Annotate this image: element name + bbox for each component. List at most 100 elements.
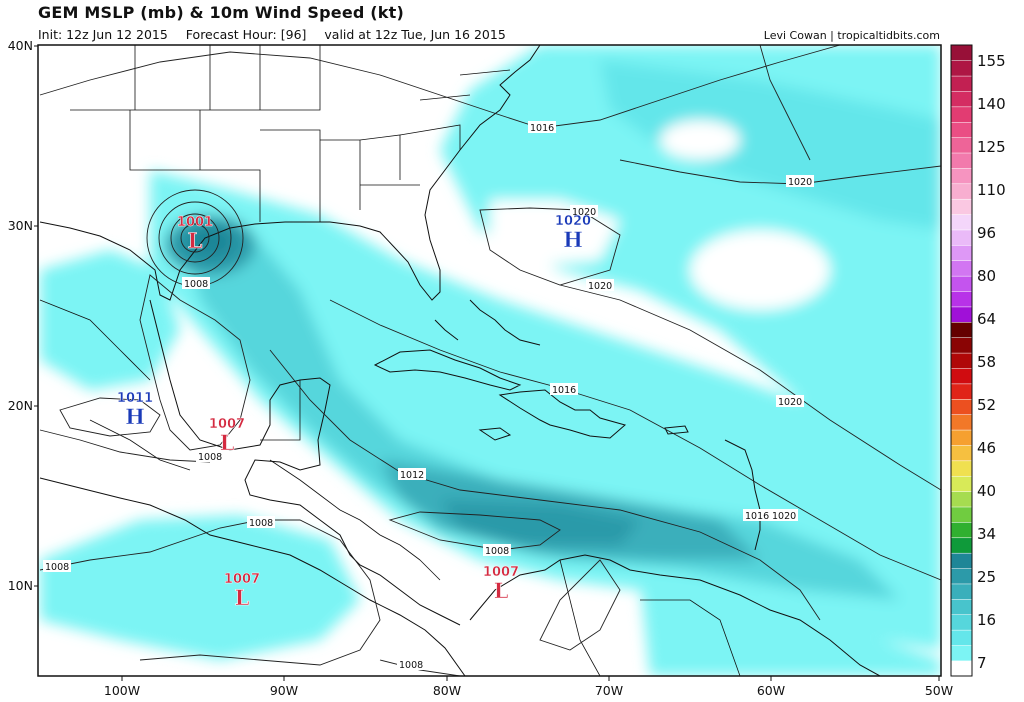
lon-label: 60W: [757, 683, 785, 698]
colorbar-label: 155: [977, 52, 1006, 70]
colorbar-segment: [950, 198, 973, 215]
wind-max-caribbean: [440, 500, 640, 545]
low-letter: L: [188, 228, 203, 253]
colorbar-segment: [950, 137, 973, 154]
isobar-label-bg: [397, 658, 425, 670]
isobar-label: 1016: [552, 385, 576, 396]
state-borders: [70, 45, 511, 222]
isobars: [39, 45, 941, 676]
colorbar-label: 40: [977, 482, 996, 500]
colorbar-segment: [950, 229, 973, 246]
colorbar-segment: [950, 414, 973, 431]
map-area: 1016 1020 1020 1020 1020 1016 1020 1012 …: [38, 45, 941, 676]
colorbar: 155 140 125 110 96 80 64 58 52 46 40 34 …: [950, 44, 1006, 677]
wind-swath-east-pacific: [640, 580, 941, 676]
colorbar-segment: [950, 352, 973, 369]
lon-label: 100W: [104, 683, 140, 698]
isobar-1020-east: [559, 284, 941, 491]
chart-subtitle: Init: 12z Jun 12 2015 Forecast Hour: [96…: [38, 27, 520, 42]
colorbar-segments: [950, 44, 973, 677]
colorbar-label: 96: [977, 224, 996, 242]
colorbar-segment: [950, 383, 973, 400]
low-pressure-center: 1001 L: [177, 215, 214, 254]
isobar-1008-south: [539, 559, 621, 651]
colorbar-segment: [950, 614, 973, 631]
map-frame: [37, 44, 942, 677]
isobar-label-bg: [550, 383, 578, 395]
pressure-value: 1007: [224, 572, 260, 587]
lon-label: 50W: [925, 683, 953, 698]
colorbar-segment: [950, 321, 973, 338]
us-coastline: [39, 45, 541, 301]
isobar-storm-1: [180, 223, 210, 253]
mexico-pacific-coast: [39, 477, 466, 676]
isobar-label-bg: [483, 544, 511, 556]
isobar-label-bg: [43, 560, 71, 572]
wind-swath-pacific: [40, 515, 360, 660]
colorbar-label: 16: [977, 611, 996, 629]
colorbar-segment: [950, 75, 973, 92]
isobar-1012: [269, 349, 821, 621]
longitude-axis: 100W 90W 80W 70W 60W 50W: [104, 676, 953, 698]
isobar-label-bg: [247, 516, 275, 528]
isobar-1020-atlantic: [479, 207, 621, 286]
colorbar-segment: [950, 660, 973, 677]
colorbar-segment: [950, 429, 973, 446]
isobar-label: 1008: [45, 562, 69, 573]
colorbar-segment: [950, 552, 973, 569]
isobar-1016-north: [39, 45, 841, 129]
isobar-1016-central: [329, 299, 941, 581]
init-time: Init: 12z Jun 12 2015: [38, 27, 168, 42]
colorbar-label: 110: [977, 181, 1006, 199]
colorbar-label: 140: [977, 95, 1006, 113]
colorbar-segment: [950, 506, 973, 523]
credit-text: Levi Cowan | tropicaltidbits.com: [763, 29, 940, 42]
isobar-hurricane-arc: [759, 45, 811, 161]
high-pressure-center: 1011 H: [117, 391, 154, 430]
wind-max-storm-core: [186, 226, 234, 258]
isobar-1020-north: [619, 159, 941, 185]
high-pressure-center: 1020 H: [555, 214, 592, 253]
pressure-value: 1020: [555, 214, 591, 229]
latitude-axis: 40N 30N 20N 10N: [8, 38, 38, 593]
isobar-label-bg: [586, 279, 614, 291]
low-pressure-center: 1007 L: [224, 572, 261, 611]
high-letter: H: [125, 404, 145, 429]
colorbar-label: 25: [977, 568, 996, 586]
colorbar-segment: [950, 460, 973, 477]
pressure-value: 1011: [117, 391, 153, 406]
colorbar-segment: [950, 44, 973, 61]
colorbar-label: 58: [977, 353, 996, 371]
isobar-label: 1012: [400, 470, 424, 481]
cuba-outline: [373, 349, 522, 391]
isobar-label: 1008: [198, 452, 222, 463]
colorbar-frame: [950, 44, 973, 677]
lon-label: 90W: [270, 683, 298, 698]
colorbar-label: 34: [977, 525, 996, 543]
puerto-rico-outline: [664, 425, 689, 435]
wind-calm-atlantic-east: [690, 230, 830, 310]
isobar-label: 1020: [778, 397, 802, 408]
isobar-label: 1016: [745, 511, 769, 522]
isobar-label: 1008: [399, 660, 423, 671]
pressure-value: 1007: [209, 417, 245, 432]
pressure-value: 1001: [177, 215, 213, 230]
isobar-label: 1008: [485, 546, 509, 557]
colorbar-segment: [950, 629, 973, 646]
lat-label: 40N: [8, 38, 33, 53]
colorbar-segment: [950, 398, 973, 415]
isobar-1008-pacific: [39, 519, 381, 666]
colorbar-segment: [950, 167, 973, 185]
pressure-centers: 1001 L 1020 H 1011 H 1007 L 1007 L 1007 …: [117, 214, 592, 611]
isobar-1008-gulf: [139, 274, 251, 451]
isobar-label-bg: [196, 450, 224, 462]
forecast-hour: Forecast Hour: [96]: [185, 27, 307, 42]
colorbar-segment: [950, 121, 973, 138]
isobar-label: 1020: [572, 207, 596, 218]
isobar-label-bg: [743, 509, 771, 521]
central-america-borders: [269, 459, 441, 581]
colorbar-segment: [950, 60, 973, 77]
lat-label: 30N: [8, 218, 33, 233]
isobar-label: 1016: [530, 123, 554, 134]
